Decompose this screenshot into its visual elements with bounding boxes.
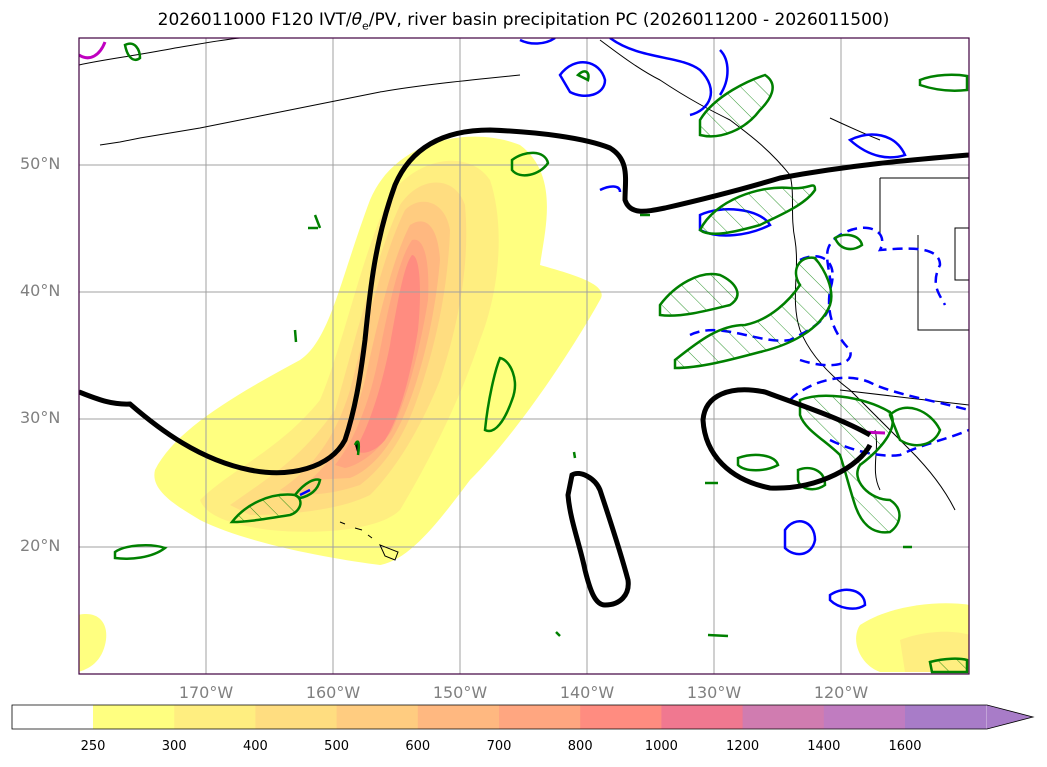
lon-label-150w: 150°W [432, 683, 488, 702]
lon-label-160w: 160°W [305, 683, 361, 702]
colorbar-tick-label: 800 [567, 739, 593, 754]
map-panel [78, 37, 970, 675]
colorbar-tick-label: 400 [242, 739, 268, 754]
colorbar-tick-label: 250 [80, 739, 106, 754]
colorbar [11, 704, 1035, 730]
colorbar-cell [823, 705, 906, 729]
colorbar-cell [174, 705, 256, 729]
lon-label-120w: 120°W [813, 683, 869, 702]
colorbar-tick-label: 500 [324, 739, 350, 754]
colorbar-tick-label: 600 [405, 739, 431, 754]
colorbar-cell [255, 705, 338, 729]
lon-label-130w: 130°W [686, 683, 742, 702]
plot-title: 2026011000 F120 IVT/θe/PV, river basin p… [157, 10, 890, 33]
lat-label-40n: 40°N [20, 281, 61, 300]
lat-label-50n: 50°N [20, 154, 61, 173]
colorbar-tick-label: 1400 [807, 739, 841, 754]
colorbar-tick-label: 1000 [644, 739, 678, 754]
colorbar-cell [93, 705, 175, 729]
colorbar-frame [11, 704, 1035, 730]
colorbar-tick-label: 700 [486, 739, 512, 754]
colorbar-cell [905, 705, 987, 729]
lon-label-140w: 140°W [559, 683, 615, 702]
colorbar-cell [336, 705, 419, 729]
colorbar-cell [417, 705, 500, 729]
colorbar-extend-arrow [987, 705, 1033, 729]
colorbar-tick-label: 1600 [888, 739, 922, 754]
colorbar-cells [93, 705, 987, 729]
colorbar-cell [742, 705, 825, 729]
colorbar-tick-label: 300 [161, 739, 187, 754]
lon-label-170w: 170°W [178, 683, 234, 702]
colorbar-tick-label: 1200 [726, 739, 760, 754]
lat-label-30n: 30°N [20, 408, 61, 427]
colorbar-below [12, 705, 93, 729]
colorbar-cell [661, 705, 744, 729]
colorbar-cell [499, 705, 581, 729]
theta-e-contours [79, 127, 969, 608]
lat-label-20n: 20°N [20, 536, 61, 555]
map-frame [78, 37, 970, 675]
colorbar-cell [580, 705, 662, 729]
